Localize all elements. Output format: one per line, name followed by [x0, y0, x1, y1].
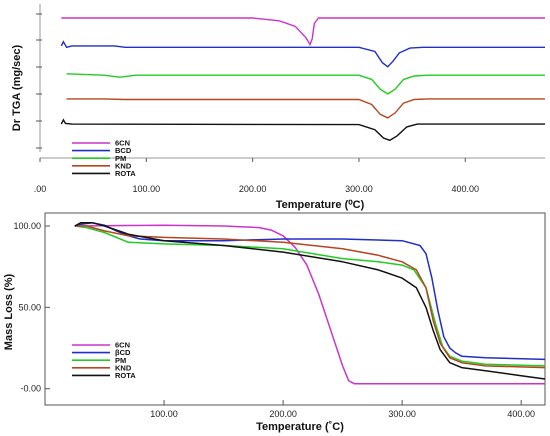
mass-loss-y-tick-label: 50.00: [18, 302, 41, 312]
mass-loss-legend-label: PM: [115, 356, 126, 365]
drtga-series-6cn: [61, 17, 545, 47]
mass-loss-legend-label: 6CN: [115, 341, 130, 350]
drtga-x-axis-label: Temperature (⁰C): [276, 199, 365, 211]
mass-loss-series-pm: [74, 225, 546, 367]
mass-loss-x-axis-label: Temperature (˚C): [256, 421, 344, 433]
mass-loss-y-ticks: 100.00 50.00 -0.00: [13, 221, 50, 394]
drtga-legend-label: KND: [115, 161, 132, 170]
mass-loss-series-knd: [74, 225, 546, 369]
mass-loss-x-tick-label: 400.00: [507, 409, 535, 419]
drtga-series-bcd: [60, 40, 545, 68]
mass-loss-legend-label: KND: [115, 363, 132, 372]
drtga-x-tick-label: 300.00: [345, 184, 373, 194]
mass-loss-x-tick-label: 200.00: [269, 409, 297, 419]
mass-loss-x-ticks: 100.00 200.00 300.00 400.00: [150, 400, 535, 419]
drtga-series: [60, 17, 545, 142]
mass-loss-x-tick-label: 300.00: [388, 409, 416, 419]
drtga-legend-label: PM: [115, 154, 126, 163]
mass-loss-y-axis-label: Mass Loss (%): [3, 273, 15, 350]
mass-loss-legend-label: ROTA: [115, 371, 136, 380]
mass-loss-chart: Mass Loss (%) 100.00 50.00 -0.00 100.00 200…: [3, 212, 546, 433]
drtga-legend-label: 6CN: [115, 139, 130, 148]
mass-loss-series: [74, 222, 546, 385]
mass-loss-x-tick-label: 100.00: [150, 409, 178, 419]
drtga-x-tick-label: 400.00: [451, 184, 479, 194]
mass-loss-y-tick-label: -0.00: [20, 384, 41, 394]
drtga-legend-label: ROTA: [115, 169, 136, 178]
drtga-series-knd: [66, 98, 545, 119]
drtga-chart: Dr TGA (mg/sec) .00 100.00 200.00 300.00 400…: [11, 4, 545, 211]
drtga-series-rota: [60, 118, 545, 142]
drtga-legend-label: BCD: [115, 146, 132, 155]
mass-loss-plot-frame: [44, 212, 546, 406]
drtga-series-pm: [66, 73, 545, 95]
drtga-y-ticks: [36, 13, 42, 149]
mass-loss-y-tick-label: 100.00: [13, 221, 41, 231]
drtga-x-ticks: .00 100.00 200.00 300.00 400.00: [34, 157, 545, 194]
drtga-y-axis-label: Dr TGA (mg/sec): [11, 44, 23, 131]
mass-loss-series-rota: [74, 222, 546, 380]
mass-loss-legend-label: βCD: [115, 348, 131, 357]
drtga-x-tick-label: .00: [34, 184, 47, 194]
mass-loss-series-6cn: [74, 224, 545, 385]
drtga-x-tick-label: 100.00: [133, 184, 161, 194]
drtga-x-tick-label: 200.00: [239, 184, 267, 194]
